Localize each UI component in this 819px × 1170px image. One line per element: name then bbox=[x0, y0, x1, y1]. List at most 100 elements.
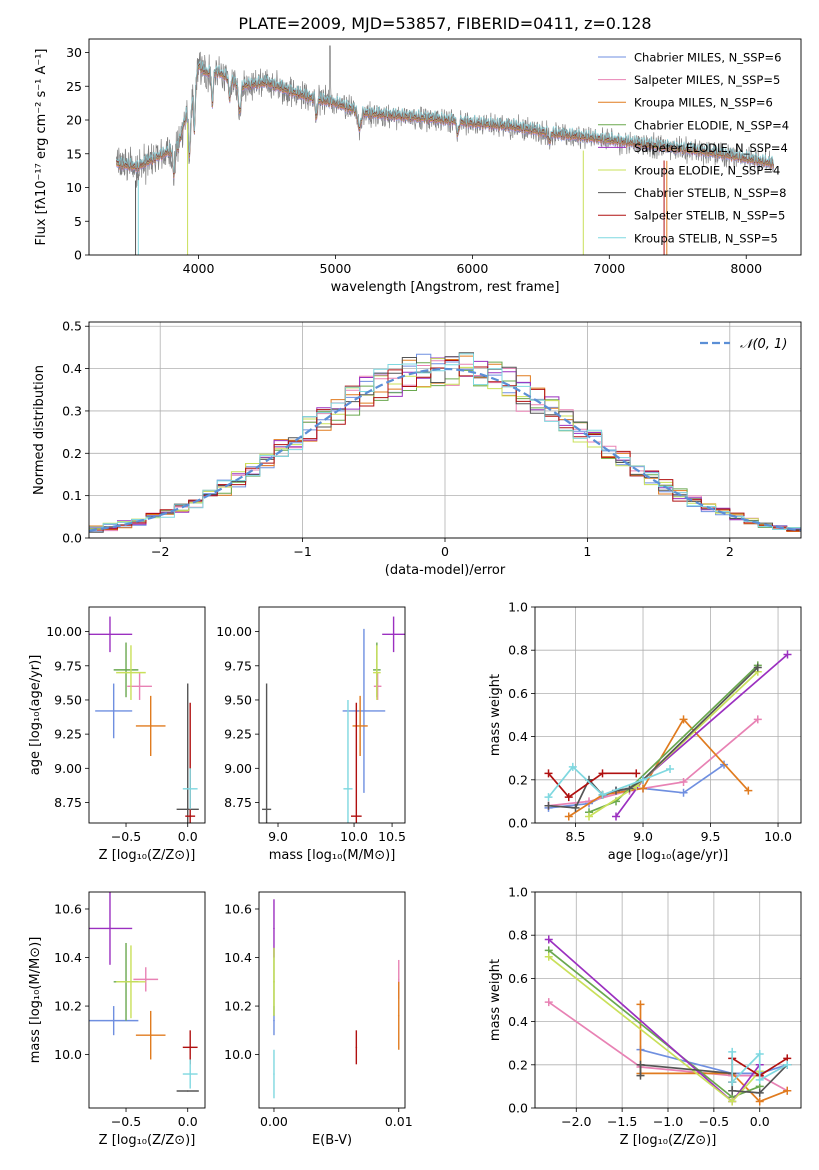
point-chabrier_miles bbox=[363, 710, 365, 712]
x-tick-label: −0.5 bbox=[699, 1114, 729, 1129]
marker-kroupa_miles bbox=[636, 1000, 645, 1009]
marker-kroupa_miles bbox=[744, 786, 753, 795]
marker-chabrier_stelib bbox=[625, 784, 634, 793]
x-tick-label: 9.5 bbox=[701, 829, 721, 844]
marker-kroupa_elodie bbox=[728, 1097, 737, 1106]
y-tick-label: 0.2 bbox=[508, 1057, 528, 1072]
point-salpeter_elodie bbox=[109, 927, 111, 930]
marker-salpeter_elodie bbox=[612, 812, 621, 821]
legend-label-salpeter_elodie: Salpeter ELODIE, N_SSP=4 bbox=[634, 141, 788, 155]
point-chabrier_miles bbox=[273, 1019, 275, 1022]
plot-area-weight-vs-age bbox=[544, 650, 792, 821]
marker-chabrier_stelib bbox=[753, 663, 762, 672]
legend-label-salpeter_stelib: Salpeter STELIB, N_SSP=5 bbox=[634, 209, 785, 223]
y-tick-label: 10.4 bbox=[54, 950, 82, 965]
point-kroupa_elodie bbox=[130, 980, 132, 983]
plot-area-spectrum bbox=[116, 45, 774, 255]
x-axis-label: wavelength [Angstrom, rest frame] bbox=[331, 280, 560, 295]
y-tick-label: 25 bbox=[66, 79, 82, 94]
x-tick-label: −0.5 bbox=[111, 829, 141, 844]
y-tick-label: 9.50 bbox=[224, 692, 252, 707]
axes-frame bbox=[534, 606, 802, 824]
y-axis-label: age [log₁₀(age/yr)] bbox=[28, 655, 43, 776]
y-tick-label: 0.4 bbox=[508, 729, 528, 744]
marker-kroupa_stelib bbox=[728, 1078, 737, 1087]
x-tick-label: 7000 bbox=[593, 261, 625, 276]
point-chabrier_stelib bbox=[186, 808, 189, 811]
y-tick-label: 9.50 bbox=[54, 692, 82, 707]
axes-frame bbox=[88, 891, 206, 1109]
histogram-kroupa_stelib bbox=[89, 353, 801, 530]
y-tick-label: 0.1 bbox=[62, 488, 82, 503]
marker-salpeter_miles bbox=[679, 777, 688, 786]
point-chabrier_stelib bbox=[186, 1090, 189, 1092]
y-tick-label: 10.0 bbox=[224, 1047, 252, 1062]
figure-title: PLATE=2009, MJD=53857, FIBERID=0411, z=0… bbox=[238, 14, 651, 33]
x-tick-label: 0.0 bbox=[750, 1114, 770, 1129]
x-tick-label: −1.5 bbox=[607, 1114, 637, 1129]
x-axis-label: Z [log₁₀(Z/Z⊙)] bbox=[620, 1133, 717, 1148]
marker-kroupa_miles bbox=[639, 784, 648, 793]
legend-label-kroupa_elodie: Kroupa ELODIE, N_SSP=4 bbox=[634, 164, 780, 178]
marker-salpeter_elodie bbox=[783, 650, 792, 659]
panels-layer: 4000 5000 6000 7000 8000051015202530waveleng… bbox=[28, 38, 802, 1148]
y-tick-label: 10.6 bbox=[54, 901, 82, 916]
marker-kroupa_stelib bbox=[783, 1060, 792, 1069]
marker-chabrier_stelib bbox=[636, 1071, 645, 1080]
x-tick-label: 0.0 bbox=[178, 829, 198, 844]
y-axis-label: mass [log₁₀(M/M⊙)] bbox=[28, 937, 43, 1064]
point-salpeter_elodie bbox=[392, 633, 395, 636]
y-tick-label: 10.2 bbox=[54, 999, 82, 1014]
y-tick-label: 10 bbox=[66, 180, 82, 195]
point-kroupa_stelib bbox=[189, 788, 191, 790]
legend-label-salpeter_miles: Salpeter MILES, N_SSP=5 bbox=[634, 73, 780, 87]
x-tick-label: 0.0 bbox=[178, 1114, 198, 1129]
marker-kroupa_stelib bbox=[728, 1047, 737, 1056]
axes-frame bbox=[258, 891, 406, 1109]
y-tick-label: 8.75 bbox=[224, 795, 252, 810]
point-salpeter_stelib bbox=[189, 1046, 191, 1049]
x-tick-label: 8000 bbox=[730, 261, 762, 276]
point-chabrier_miles bbox=[112, 710, 115, 712]
y-tick-label: 9.00 bbox=[54, 761, 82, 776]
y-tick-label: 9.25 bbox=[54, 727, 82, 742]
y-tick-label: 10.0 bbox=[54, 1047, 82, 1062]
plot-area-mass-vs-Z bbox=[89, 892, 199, 1092]
panel-spectrum: 4000 5000 6000 7000 8000 0 5 10 15 20 25 30 waveleng… bbox=[34, 38, 802, 295]
y-tick-label: 1.0 bbox=[508, 885, 528, 900]
plot-area-age-vs-mass bbox=[262, 616, 405, 823]
marker-kroupa_miles bbox=[564, 812, 573, 821]
x-tick-label: 10.5 bbox=[378, 829, 406, 844]
y-tick-label: 5 bbox=[74, 214, 82, 229]
y-tick-label: 0 bbox=[74, 248, 82, 263]
x-axis-label: Z [log₁₀(Z/Z⊙)] bbox=[99, 1133, 196, 1148]
marker-salpeter_elodie bbox=[544, 935, 553, 944]
y-tick-label: 10.00 bbox=[216, 624, 252, 639]
y-axis-label: Flux [fλ10⁻¹⁷ erg cm⁻² s⁻¹ A⁻¹] bbox=[34, 49, 49, 246]
marker-kroupa_elodie bbox=[585, 812, 594, 821]
point-salpeter_elodie bbox=[273, 927, 275, 930]
point-salpeter_miles bbox=[397, 978, 400, 981]
legend-label-normal: 𝒩(0, 1) bbox=[740, 337, 787, 352]
point-salpeter_stelib bbox=[355, 1046, 358, 1049]
y-axis-label: Normed distribution bbox=[32, 365, 47, 495]
x-tick-label: −2.0 bbox=[561, 1114, 591, 1129]
axes-frame bbox=[88, 321, 802, 539]
x-tick-label: −1.0 bbox=[653, 1114, 683, 1129]
y-tick-label: 1.0 bbox=[508, 600, 528, 615]
y-tick-label: 20 bbox=[66, 113, 82, 128]
point-salpeter_miles bbox=[138, 685, 141, 688]
x-tick-label: −2 bbox=[151, 544, 169, 559]
spectrum-legend: Chabrier MILES, N_SSP=6 Salpeter MILES, N… bbox=[598, 51, 789, 245]
marker-salpeter_stelib bbox=[632, 769, 641, 778]
y-tick-label: 10.2 bbox=[224, 999, 252, 1014]
legend-label-chabrier_stelib: Chabrier STELIB, N_SSP=8 bbox=[634, 186, 786, 200]
axes-frame bbox=[534, 891, 802, 1109]
marker-salpeter_stelib bbox=[544, 769, 553, 778]
y-tick-label: 0.5 bbox=[62, 319, 82, 334]
marker-kroupa_stelib bbox=[544, 793, 553, 802]
point-kroupa_stelib bbox=[347, 788, 349, 790]
marker-salpeter_stelib bbox=[598, 769, 607, 778]
